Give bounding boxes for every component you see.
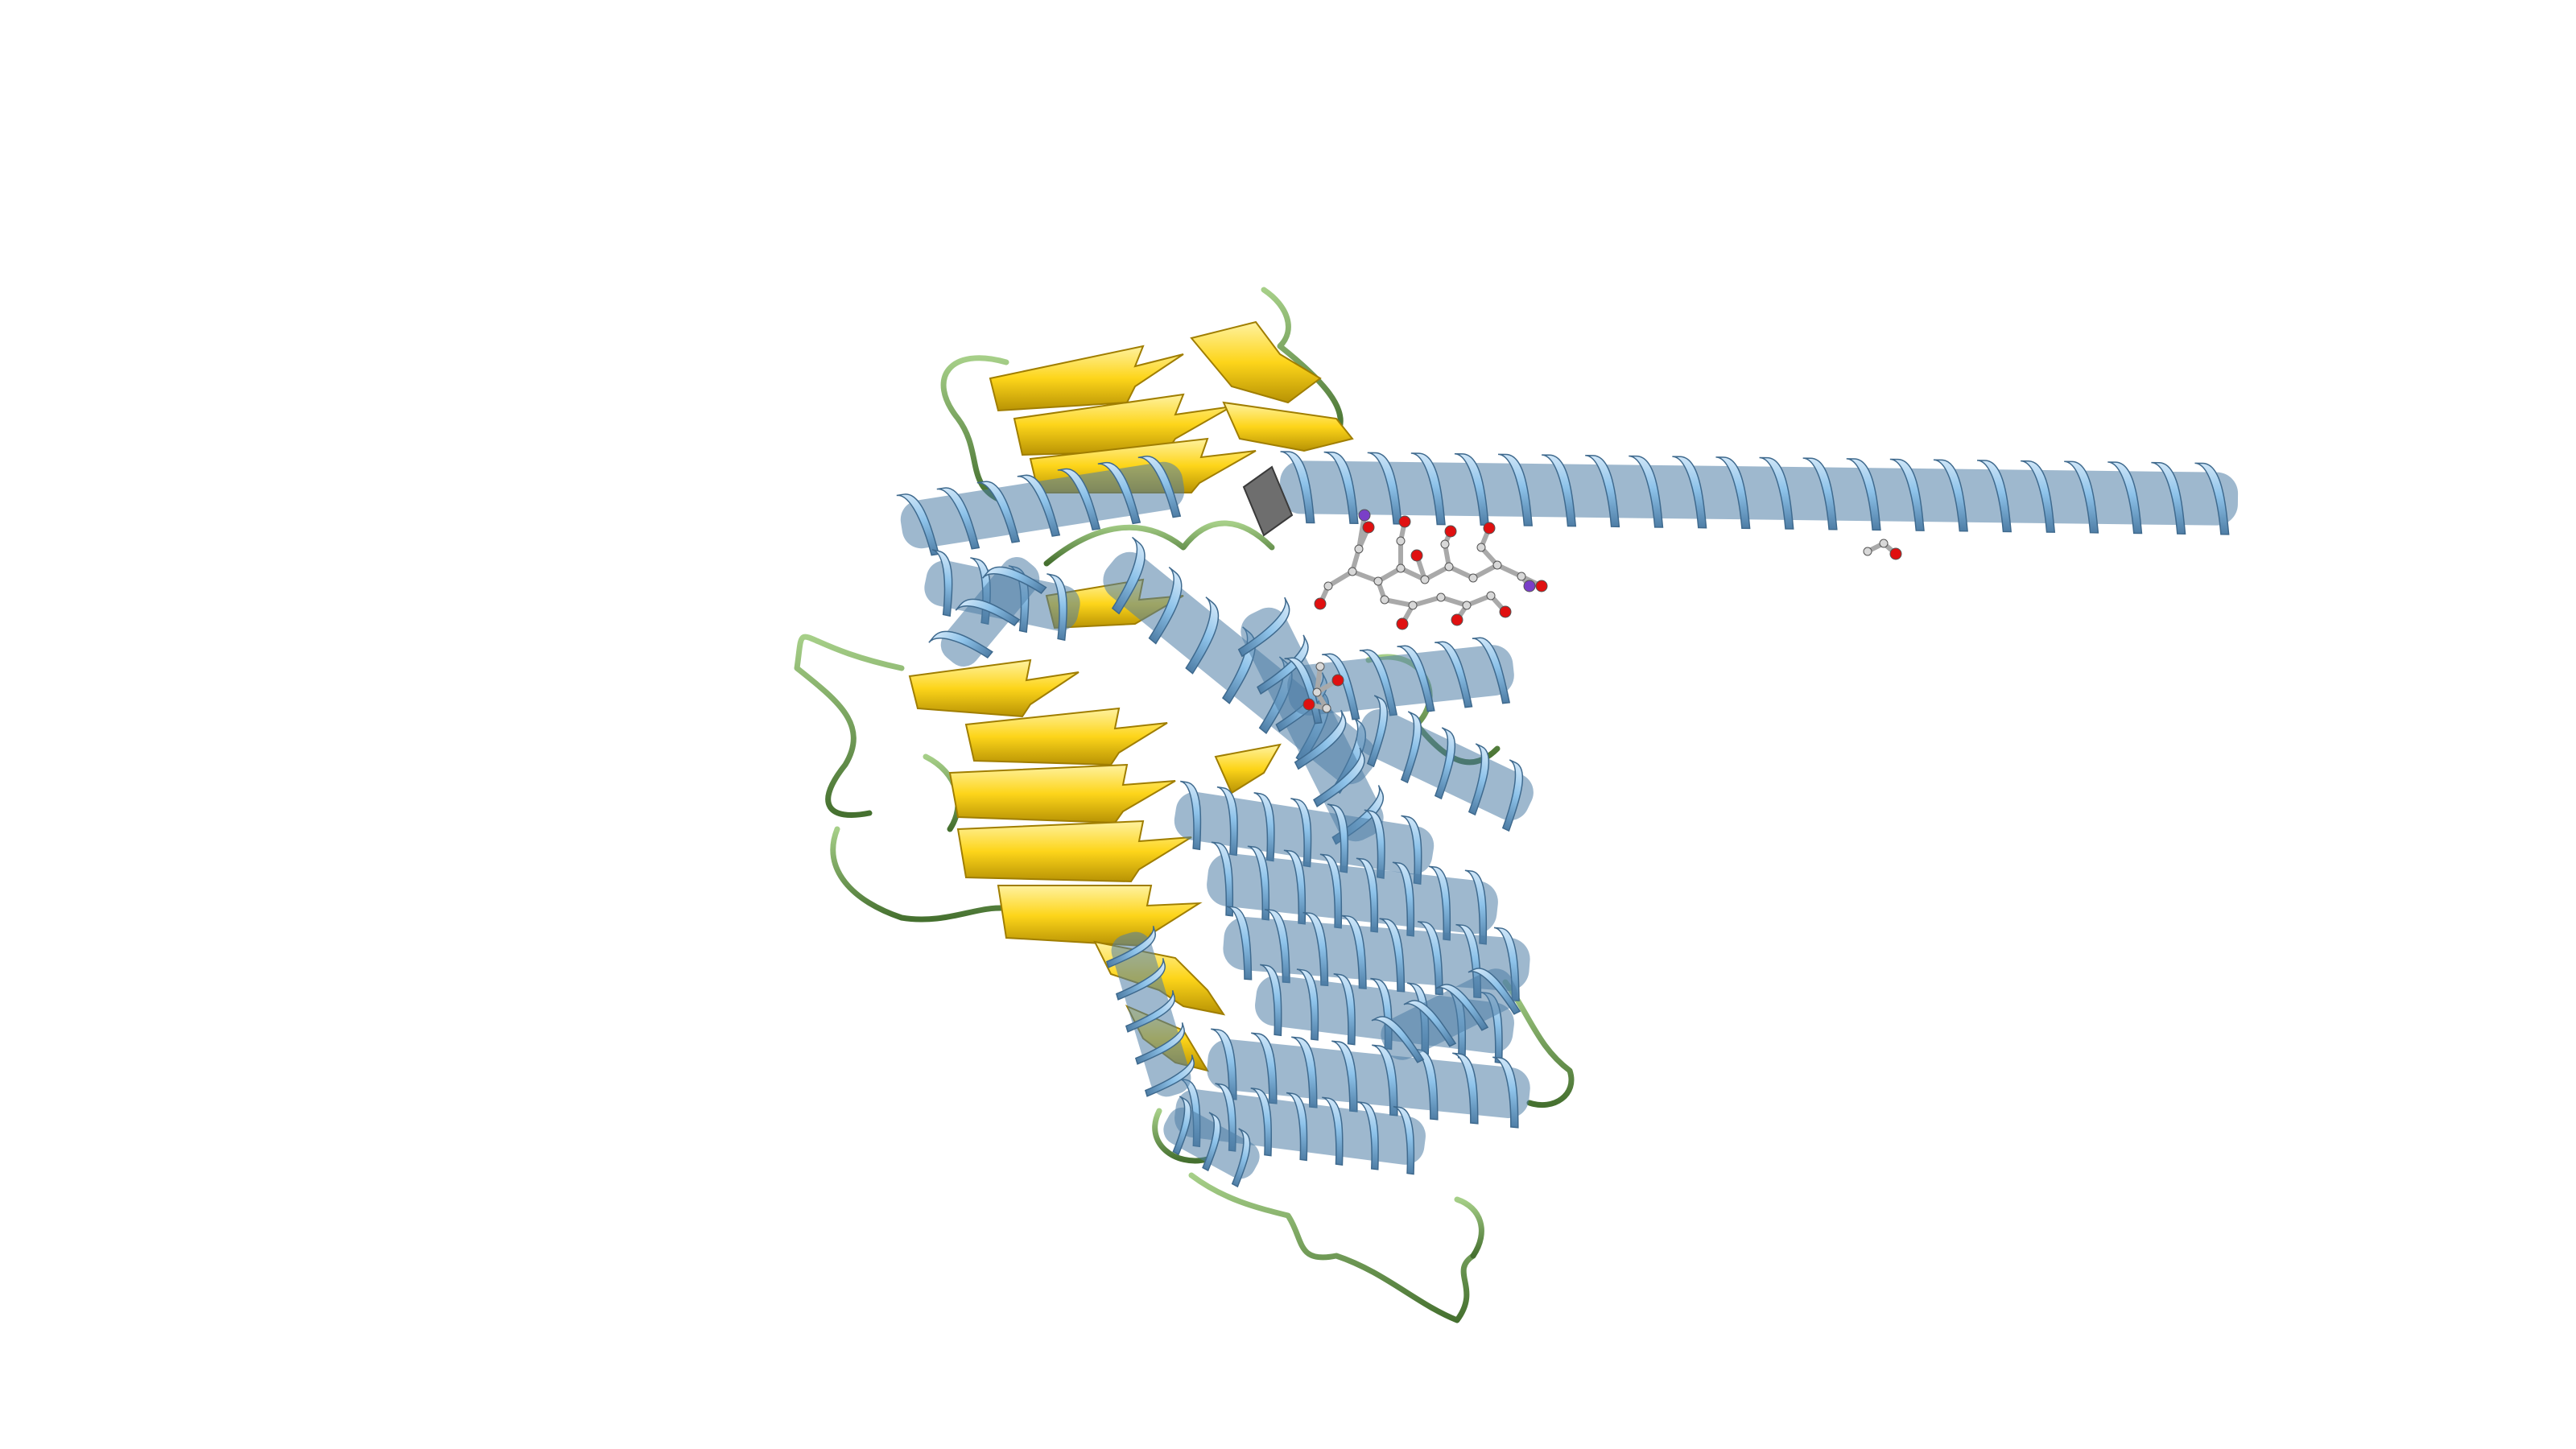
carbon-atom bbox=[1517, 572, 1526, 581]
beta-strand bbox=[997, 885, 1203, 947]
loop-right-side bbox=[1502, 979, 1575, 1108]
loop-bottom-tip bbox=[1454, 1196, 1484, 1259]
loop-left-far bbox=[794, 634, 905, 818]
carbon-atom bbox=[1444, 562, 1454, 572]
carbon-atom bbox=[1486, 591, 1496, 601]
ligand-bond bbox=[1447, 564, 1476, 580]
carbon-atom bbox=[1322, 704, 1331, 713]
carbon-atom bbox=[1436, 592, 1446, 602]
loop-lower-left bbox=[1152, 1108, 1211, 1164]
beta-strand bbox=[908, 658, 1080, 718]
beta-strand bbox=[1013, 393, 1232, 456]
carbon-atom bbox=[1315, 662, 1325, 671]
carbon-atom bbox=[1492, 560, 1502, 570]
carbon-atom bbox=[1380, 595, 1389, 605]
oxygen-atom bbox=[1451, 613, 1463, 626]
alpha-helix bbox=[1207, 1028, 1530, 1129]
oxygen-atom bbox=[1483, 522, 1496, 535]
sheet-cluster-top bbox=[989, 320, 1354, 493]
carbon-atom bbox=[1396, 564, 1406, 573]
carbon-atom bbox=[1468, 573, 1478, 583]
beta-strand bbox=[964, 707, 1168, 766]
carbon-atom bbox=[1863, 547, 1872, 556]
oxygen-atom bbox=[1302, 698, 1315, 711]
alpha-helix bbox=[1279, 451, 2239, 535]
oxygen-atom bbox=[1331, 674, 1344, 687]
carbon-atom bbox=[1476, 543, 1486, 552]
ligand-bond bbox=[1495, 563, 1524, 579]
oxygen-atom bbox=[1396, 617, 1409, 630]
oxygen-atom bbox=[1314, 597, 1327, 610]
beta-strand bbox=[1214, 743, 1282, 795]
oxygen-atom bbox=[1362, 521, 1375, 534]
carbon-atom bbox=[1373, 576, 1383, 586]
sheet-cluster-left bbox=[908, 578, 1282, 1072]
nitrogen-atom bbox=[1523, 580, 1536, 592]
ligand-bond bbox=[1398, 566, 1427, 582]
ligand-bond bbox=[1422, 564, 1451, 582]
carbon-atom bbox=[1312, 687, 1322, 697]
ligand-molecule bbox=[1302, 509, 1902, 713]
oxygen-atom bbox=[1535, 580, 1548, 592]
ligand-bond bbox=[1471, 563, 1500, 580]
carbon-atom bbox=[1323, 581, 1333, 591]
alpha-helix bbox=[1371, 968, 1521, 1063]
alpha-helix bbox=[1207, 841, 1498, 945]
carbon-atom bbox=[1396, 536, 1406, 546]
alpha-helix bbox=[1356, 695, 1534, 832]
hinge-segment bbox=[1242, 465, 1294, 537]
alpha-helix bbox=[1163, 1096, 1260, 1188]
loop-top-right bbox=[1261, 287, 1344, 438]
loop-bottom bbox=[1188, 1172, 1476, 1323]
beta-strand bbox=[948, 763, 1176, 824]
beta-strand bbox=[1222, 401, 1354, 452]
loop-left-mid bbox=[830, 826, 1018, 923]
carbon-atom bbox=[1440, 539, 1450, 549]
helix-layer bbox=[896, 451, 2239, 1188]
carbon-atom bbox=[1462, 601, 1472, 610]
ligand-bond bbox=[1410, 595, 1443, 608]
ligand-bond bbox=[1326, 569, 1355, 588]
alpha-helix bbox=[928, 557, 1047, 667]
beta-strand bbox=[956, 819, 1192, 883]
carbon-atom bbox=[1420, 575, 1430, 584]
beta-strand bbox=[989, 345, 1184, 412]
oxygen-atom bbox=[1410, 549, 1423, 562]
oxygen-atom bbox=[1889, 547, 1902, 560]
carbon-atom bbox=[1348, 567, 1357, 576]
alpha-helix bbox=[1223, 906, 1530, 1001]
alpha-helix bbox=[1284, 637, 1514, 724]
oxygen-atom bbox=[1499, 605, 1512, 618]
carbon-atom bbox=[1408, 601, 1418, 610]
ligand-bond bbox=[1350, 569, 1381, 584]
hinge-tube bbox=[1242, 465, 1294, 537]
alpha-helix bbox=[1174, 780, 1435, 885]
carbon-atom bbox=[1879, 539, 1889, 548]
alpha-helix bbox=[896, 456, 1185, 556]
oxygen-atom bbox=[1398, 515, 1411, 528]
carbon-atom bbox=[1354, 544, 1364, 554]
ligand-bond bbox=[1439, 595, 1469, 608]
loop-middle bbox=[1043, 520, 1275, 567]
nitrogen-atom bbox=[1358, 509, 1371, 522]
loop-top-left bbox=[940, 355, 1009, 502]
oxygen-atom bbox=[1444, 525, 1457, 538]
alpha-helix bbox=[1105, 926, 1195, 1097]
beta-strand bbox=[1190, 320, 1322, 404]
ligand-bond bbox=[1382, 597, 1415, 608]
